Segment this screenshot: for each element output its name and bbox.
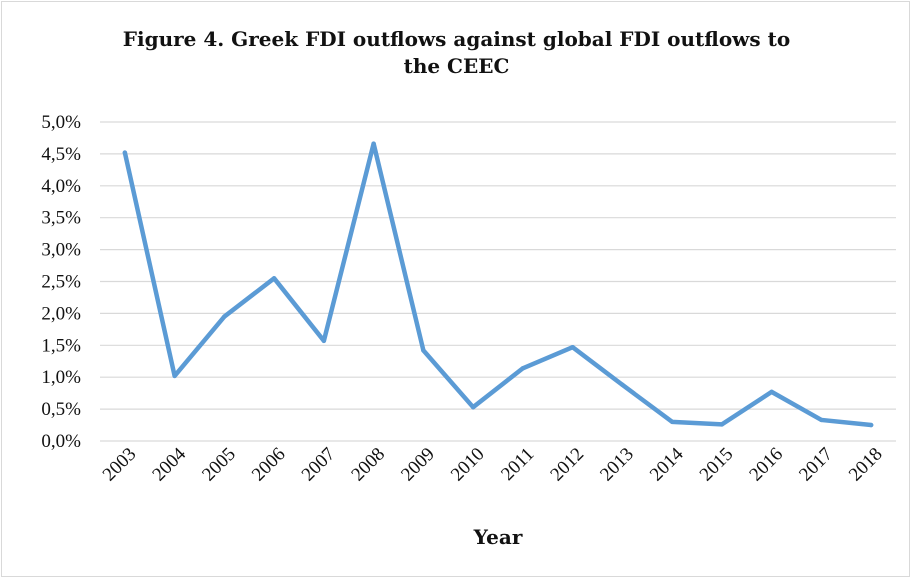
x-tick-label: 2016 — [745, 444, 787, 486]
data-point — [222, 314, 227, 319]
data-point — [520, 366, 526, 371]
y-tick-label: 0,5% — [41, 399, 81, 420]
x-tick-label: 2015 — [696, 444, 738, 486]
x-tick-label: 2012 — [546, 444, 588, 486]
chart-title: Figure 4. Greek FDI outflows against glo… — [0, 26, 913, 80]
gridlines — [100, 121, 896, 442]
y-tick-label: 2,5% — [41, 272, 81, 293]
data-point — [570, 345, 575, 350]
data-points — [122, 141, 874, 428]
y-tick-label: 0,0% — [41, 431, 81, 452]
series-line — [122, 141, 874, 428]
data-point — [719, 422, 725, 427]
y-tick-label: 1,5% — [41, 335, 81, 356]
y-tick-label: 3,0% — [41, 240, 81, 261]
data-point — [470, 404, 476, 410]
y-tick-label: 2,0% — [41, 303, 81, 324]
data-point — [371, 141, 376, 146]
x-tick-label: 2004 — [148, 443, 190, 485]
x-tick-label: 2010 — [447, 444, 489, 486]
data-point — [868, 422, 874, 428]
y-tick-label: 5,0% — [41, 112, 81, 133]
data-point — [669, 419, 675, 425]
x-tick-label: 2017 — [795, 444, 837, 486]
x-tick-label: 2011 — [497, 444, 538, 485]
data-point — [321, 338, 327, 344]
chart-title-line-1: Figure 4. Greek FDI outflows against glo… — [122, 27, 791, 51]
x-tick-label: 2018 — [845, 444, 887, 486]
data-point — [769, 389, 774, 395]
x-tick-label: 2009 — [397, 444, 439, 486]
x-tick-label: 2014 — [646, 443, 688, 485]
y-tick-label: 4,0% — [41, 176, 81, 197]
data-point — [122, 150, 128, 155]
data-point — [819, 417, 824, 423]
data-point — [421, 348, 426, 353]
x-axis-label: Year — [473, 525, 523, 549]
chart-title-line-2: the CEEC — [403, 54, 510, 78]
data-point — [172, 373, 177, 379]
data-point — [620, 382, 625, 388]
y-tick-label: 1,0% — [41, 367, 81, 388]
y-tick-label: 4,5% — [41, 144, 81, 165]
y-axis-tick-labels: 0,0% 0,5% 1,0% 1,5% 2,0% 2,5% 3,0% 3,5% 4,0% 4,5%… — [41, 112, 81, 452]
series-lines — [122, 141, 874, 428]
x-tick-label: 2007 — [298, 444, 340, 486]
data-point — [271, 276, 277, 281]
x-tick-label: 2013 — [596, 444, 638, 486]
x-tick-label: 2005 — [198, 444, 240, 486]
y-tick-label: 3,5% — [41, 208, 81, 229]
x-tick-label: 2006 — [248, 444, 290, 486]
x-tick-label: 2003 — [99, 444, 141, 486]
x-tick-label: 2008 — [347, 444, 389, 486]
x-axis-tick-labels: 2003 2004 2005 2006 2007 2008 2009 2010 2011 2012… — [99, 443, 887, 485]
